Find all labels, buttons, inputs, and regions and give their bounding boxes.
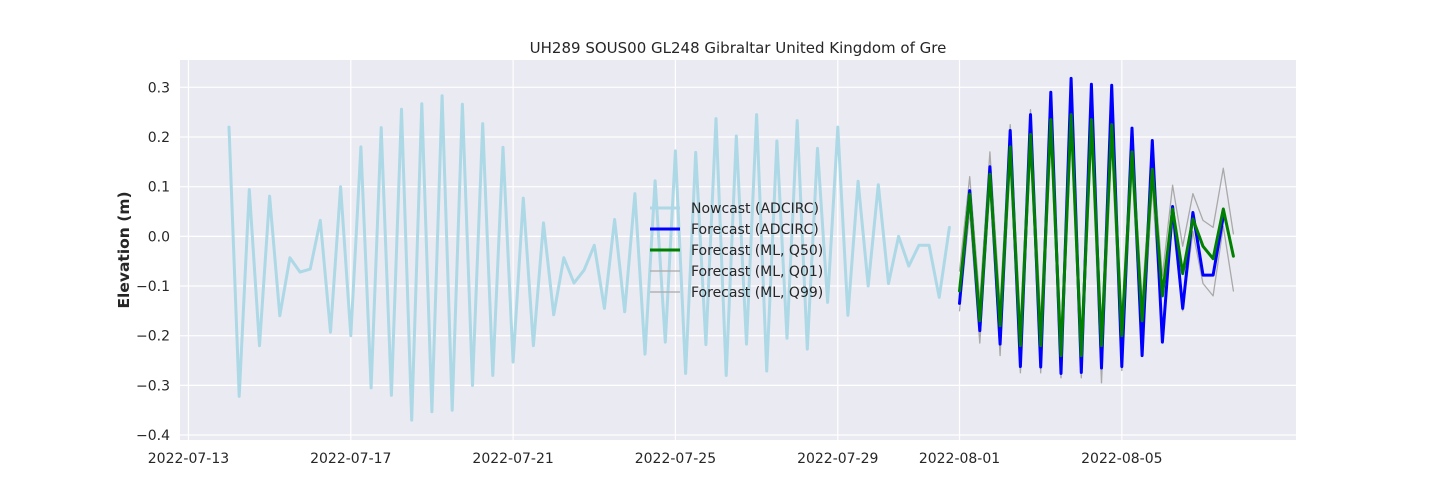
x-tick-label: 2022-07-25 — [635, 451, 716, 467]
y-tick-label: −0.1 — [136, 279, 170, 295]
y-axis: 0.3 0.2 0.1 0.0 −0.1 −0.2 −0.3 −0.4 — [136, 80, 170, 444]
legend-label: Forecast (ML, Q50) — [691, 243, 823, 259]
legend: Nowcast (ADCIRC) Forecast (ADCIRC) Forecas… — [650, 201, 823, 301]
y-tick-label: 0.2 — [148, 130, 170, 146]
y-tick-label: −0.2 — [136, 329, 170, 345]
legend-label: Forecast (ML, Q01) — [691, 264, 823, 280]
legend-label: Forecast (ADCIRC) — [691, 222, 819, 238]
x-tick-label: 2022-07-17 — [310, 451, 391, 467]
y-tick-label: 0.0 — [148, 229, 170, 245]
x-axis: 2022-07-13 2022-07-17 2022-07-21 2022-07-25… — [148, 451, 1163, 467]
x-tick-label: 2022-07-13 — [148, 451, 229, 467]
y-tick-label: −0.4 — [136, 428, 170, 444]
series-layer — [227, 76, 1235, 422]
y-tick-label: −0.3 — [136, 378, 170, 394]
series-line-2 — [958, 113, 1235, 358]
x-tick-label: 2022-07-29 — [797, 451, 878, 467]
x-tick-label: 2022-08-01 — [919, 451, 1000, 467]
y-axis-label: Elevation (m) — [115, 191, 133, 308]
y-tick-label: 0.3 — [148, 80, 170, 96]
x-tick-label: 2022-07-21 — [472, 451, 553, 467]
x-tick-label: 2022-08-05 — [1081, 451, 1162, 467]
legend-label: Forecast (ML, Q99) — [691, 285, 823, 301]
series-line-0 — [227, 94, 951, 422]
y-tick-label: 0.1 — [148, 180, 170, 196]
chart-title: UH289 SOUS00 GL248 Gibraltar United King… — [530, 39, 947, 57]
legend-label: Nowcast (ADCIRC) — [691, 201, 819, 217]
